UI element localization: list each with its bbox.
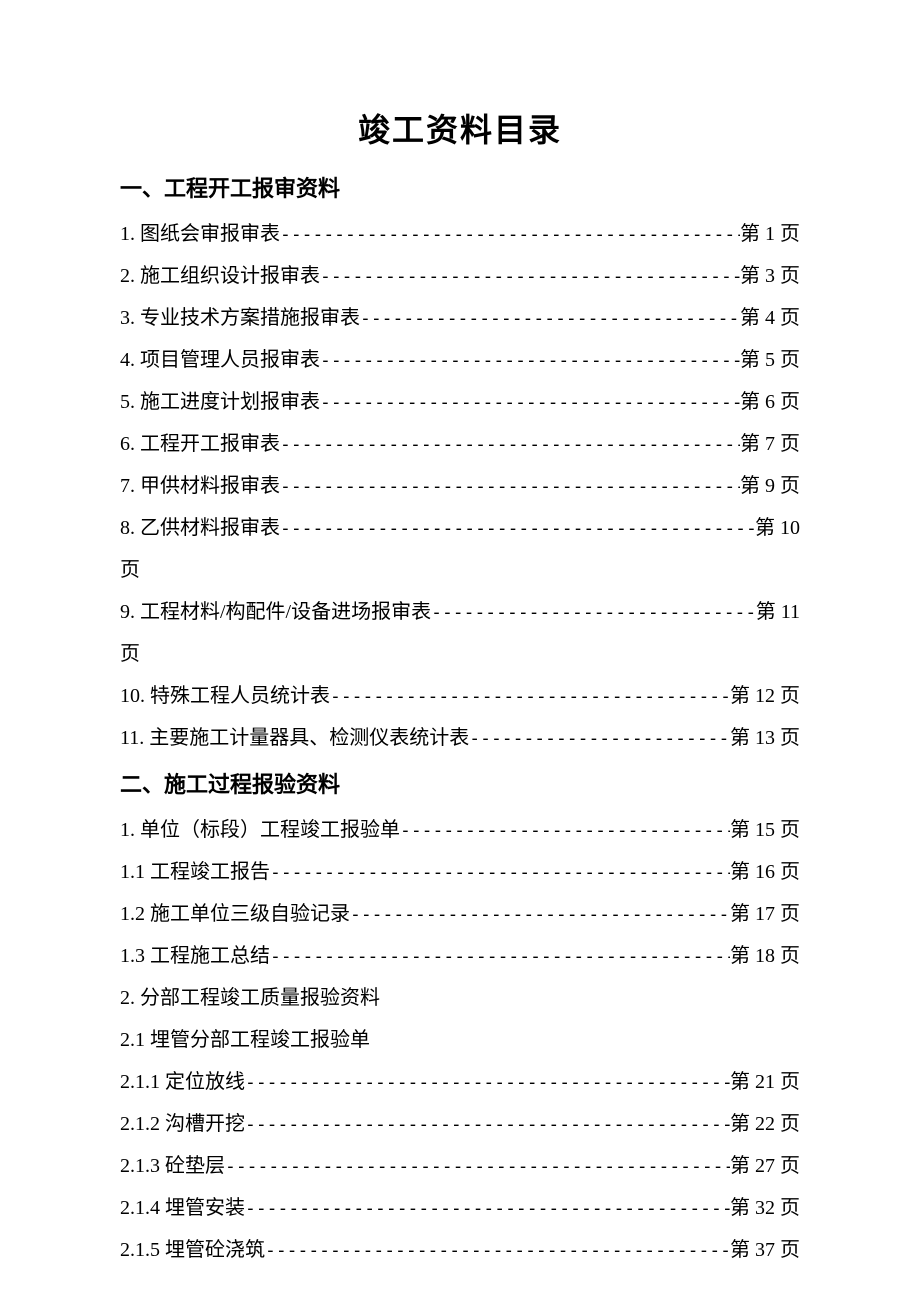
toc-page: 第 10	[755, 507, 800, 549]
toc-label: 4. 项目管理人员报审表	[120, 339, 320, 381]
toc-entry: 1.2 施工单位三级自验记录--------------------------…	[120, 893, 800, 935]
toc-page: 第 5 页	[740, 339, 800, 381]
toc-page: 第 6 页	[740, 381, 800, 423]
toc-label: 2.1.2 沟槽开挖	[120, 1103, 245, 1145]
toc-label: 1.3 工程施工总结	[120, 935, 270, 977]
toc-leader: ----------------------------------------…	[320, 384, 740, 422]
toc-leader: ----------------------------------------…	[360, 300, 740, 338]
toc-leader: ----------------------------------------…	[280, 510, 755, 548]
toc-entry: 2. 施工组织设计报审表----------------------------…	[120, 255, 800, 297]
toc-leader: ----------------------------------------…	[280, 426, 740, 464]
toc-page: 第 16 页	[730, 851, 800, 893]
toc-label: 1. 图纸会审报审表	[120, 213, 280, 255]
toc-leader: ----------------------------------------…	[280, 216, 740, 254]
toc-entry: 1.1 工程竣工报告------------------------------…	[120, 851, 800, 893]
toc-entry: 2.1.1 定位放线------------------------------…	[120, 1061, 800, 1103]
toc-entry: 2.1.3 砼垫层-------------------------------…	[120, 1145, 800, 1187]
toc-label: 1.2 施工单位三级自验记录	[120, 893, 350, 935]
toc-label: 10. 特殊工程人员统计表	[120, 675, 330, 717]
toc-entry: 8. 乙供材料报审表------------------------------…	[120, 507, 800, 549]
toc-entry: 1. 单位（标段）工程竣工报验单------------------------…	[120, 809, 800, 851]
toc-label: 2.1.4 埋管安装	[120, 1187, 245, 1229]
toc-page-suffix: 页	[120, 633, 800, 675]
toc-leader: ----------------------------------------…	[270, 938, 730, 976]
toc-page: 第 17 页	[730, 893, 800, 935]
toc-page: 第 37 页	[730, 1229, 800, 1271]
toc-leader: ----------------------------------------…	[280, 468, 740, 506]
toc-entry: 4. 项目管理人员报审表----------------------------…	[120, 339, 800, 381]
toc-leader: ----------------------------------------…	[320, 258, 740, 296]
toc-entry: 2.1.4 埋管安装------------------------------…	[120, 1187, 800, 1229]
toc-page: 第 13 页	[730, 717, 800, 759]
toc-label: 1. 单位（标段）工程竣工报验单	[120, 809, 400, 851]
toc-page: 第 21 页	[730, 1061, 800, 1103]
toc-entry: 11. 主要施工计量器具、检测仪表统计表--------------------…	[120, 717, 800, 759]
toc-entry: 3. 专业技术方案措施报审表--------------------------…	[120, 297, 800, 339]
toc-leader: ----------------------------------------…	[350, 896, 730, 934]
toc-page: 第 15 页	[730, 809, 800, 851]
toc-leader: ----------------------------------------…	[469, 720, 730, 758]
section-heading: 二、施工过程报验资料	[120, 767, 800, 799]
toc-page: 第 9 页	[740, 465, 800, 507]
toc-page-suffix: 页	[120, 549, 800, 591]
toc-leader: ----------------------------------------…	[245, 1190, 730, 1228]
toc-label: 2.1.5 埋管砼浇筑	[120, 1229, 265, 1271]
toc-entry: 2. 分部工程竣工质量报验资料	[120, 977, 800, 1019]
toc-label: 2.1.3 砼垫层	[120, 1145, 225, 1187]
toc-page: 第 4 页	[740, 297, 800, 339]
toc-page: 第 22 页	[730, 1103, 800, 1145]
toc-entry: 10. 特殊工程人员统计表---------------------------…	[120, 675, 800, 717]
toc-label: 6. 工程开工报审表	[120, 423, 280, 465]
toc-container: 一、工程开工报审资料1. 图纸会审报审表--------------------…	[120, 171, 800, 1271]
toc-label: 3. 专业技术方案措施报审表	[120, 297, 360, 339]
toc-entry: 2.1 埋管分部工程竣工报验单	[120, 1019, 800, 1061]
toc-leader: ----------------------------------------…	[245, 1064, 730, 1102]
toc-page: 第 1 页	[740, 213, 800, 255]
toc-entry: 2.1.5 埋管砼浇筑-----------------------------…	[120, 1229, 800, 1271]
toc-leader: ----------------------------------------…	[431, 594, 756, 632]
toc-leader: ----------------------------------------…	[225, 1148, 730, 1186]
toc-leader: ----------------------------------------…	[245, 1106, 730, 1144]
toc-page: 第 3 页	[740, 255, 800, 297]
toc-entry: 7. 甲供材料报审表------------------------------…	[120, 465, 800, 507]
document-title: 竣工资料目录	[120, 105, 800, 151]
toc-leader: ----------------------------------------…	[330, 678, 730, 716]
toc-leader: ----------------------------------------…	[265, 1232, 730, 1270]
section-heading: 一、工程开工报审资料	[120, 171, 800, 203]
toc-label: 9. 工程材料/构配件/设备进场报审表	[120, 591, 431, 633]
toc-page: 第 27 页	[730, 1145, 800, 1187]
toc-entry: 1. 图纸会审报审表------------------------------…	[120, 213, 800, 255]
toc-entry: 5. 施工进度计划报审表----------------------------…	[120, 381, 800, 423]
toc-label: 5. 施工进度计划报审表	[120, 381, 320, 423]
toc-label: 1.1 工程竣工报告	[120, 851, 270, 893]
toc-entry: 2.1.2 沟槽开挖------------------------------…	[120, 1103, 800, 1145]
toc-entry: 1.3 工程施工总结------------------------------…	[120, 935, 800, 977]
toc-page: 第 11	[756, 591, 800, 633]
toc-page: 第 7 页	[740, 423, 800, 465]
toc-label: 2. 施工组织设计报审表	[120, 255, 320, 297]
toc-page: 第 18 页	[730, 935, 800, 977]
toc-leader: ----------------------------------------…	[400, 812, 730, 850]
toc-page: 第 12 页	[730, 675, 800, 717]
toc-label: 7. 甲供材料报审表	[120, 465, 280, 507]
toc-leader: ----------------------------------------…	[320, 342, 740, 380]
toc-leader: ----------------------------------------…	[270, 854, 730, 892]
toc-label: 8. 乙供材料报审表	[120, 507, 280, 549]
toc-entry: 9. 工程材料/构配件/设备进场报审表---------------------…	[120, 591, 800, 633]
toc-label: 2.1.1 定位放线	[120, 1061, 245, 1103]
toc-entry: 6. 工程开工报审表------------------------------…	[120, 423, 800, 465]
toc-page: 第 32 页	[730, 1187, 800, 1229]
toc-label: 11. 主要施工计量器具、检测仪表统计表	[120, 717, 469, 759]
